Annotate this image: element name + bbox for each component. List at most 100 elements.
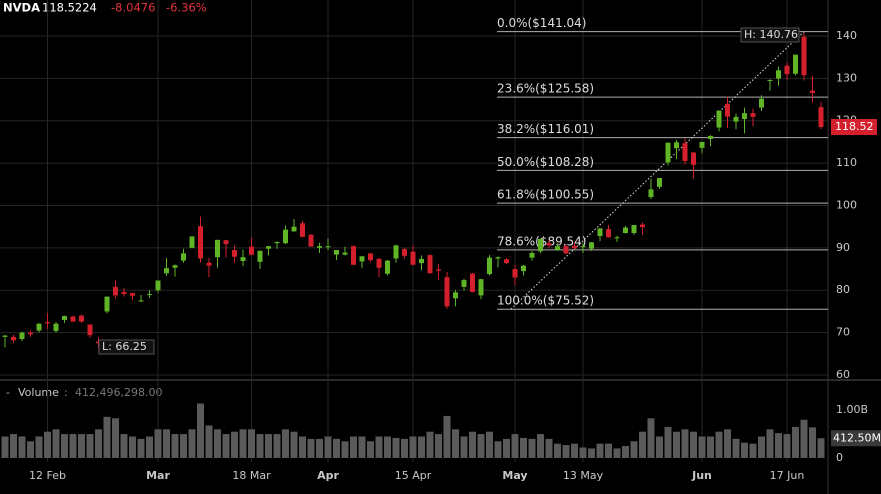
candle-body — [801, 36, 807, 76]
volume-bar — [129, 436, 136, 458]
volume-bar — [290, 431, 298, 458]
volume-bar — [163, 429, 170, 458]
candle-body — [87, 324, 93, 336]
candle-body — [2, 335, 8, 337]
volume-bar — [78, 434, 85, 458]
fib-label: 0.0%($141.04) — [497, 16, 586, 30]
low-label-group: L: 66.25 — [98, 339, 155, 355]
candle-body — [45, 322, 50, 324]
volume-bar — [741, 442, 748, 458]
candle-body — [410, 251, 416, 265]
y-tick-label: 130 — [836, 71, 857, 84]
volume-bar — [44, 431, 51, 458]
candle-body — [776, 70, 781, 79]
symbol: NVDA — [3, 1, 40, 15]
candle-body — [164, 268, 169, 274]
volume-bar — [154, 429, 162, 458]
volume-last-box — [831, 430, 881, 447]
candle-body — [631, 224, 637, 234]
volume-bar — [375, 436, 383, 458]
volume-bar — [715, 431, 723, 458]
volume-bar — [443, 415, 451, 458]
candle-body — [784, 65, 790, 75]
candle-body — [36, 323, 42, 331]
candle-body — [130, 293, 135, 296]
candle-body — [691, 152, 696, 165]
volume-bar — [596, 443, 604, 458]
candle-body — [325, 246, 331, 248]
candle-body — [742, 113, 747, 120]
candle-body — [393, 245, 399, 259]
volume-bar — [817, 438, 825, 458]
volume-bar — [401, 438, 408, 458]
candle-body — [291, 226, 297, 232]
volume-bar — [324, 436, 332, 458]
y-tick-label: 100 — [836, 198, 857, 211]
x-tick-label: 15 Apr — [395, 469, 432, 482]
volume-bar — [605, 443, 612, 458]
y-tick-label: 90 — [836, 241, 850, 254]
volume-bar — [554, 443, 561, 458]
volume-bar — [588, 448, 595, 458]
candle-body — [334, 249, 339, 255]
candle-body — [708, 135, 713, 139]
trend-line — [510, 31, 805, 310]
candle-body — [810, 90, 815, 93]
candle-body — [104, 296, 110, 312]
candle-body — [623, 227, 628, 234]
volume-bar — [579, 447, 587, 458]
candle-body — [11, 336, 16, 341]
y-tick-label: 70 — [836, 326, 850, 339]
volume-bar — [1, 436, 9, 458]
volume-bar — [681, 429, 689, 458]
candle-body — [402, 249, 407, 256]
candle-body — [640, 224, 645, 228]
fib-label: 38.2%($116.01) — [497, 122, 594, 136]
collapse-icon[interactable]: - — [6, 386, 10, 399]
volume-bar — [724, 429, 731, 458]
volume-bar — [732, 438, 740, 458]
candle-body — [419, 258, 424, 264]
volume-bar — [86, 434, 94, 458]
volume-bar — [766, 429, 774, 458]
volume-bar — [299, 436, 306, 458]
volume-bar — [239, 429, 247, 458]
candle-body — [674, 142, 679, 149]
candle-body — [351, 246, 356, 265]
candle-body — [725, 103, 730, 117]
volume-bar — [545, 438, 553, 458]
candle-body — [62, 316, 67, 320]
x-tick-label: 17 Jun — [770, 469, 805, 482]
volume-bar — [571, 443, 578, 458]
volume-bar — [18, 436, 26, 458]
volume-bar — [341, 441, 349, 458]
volume-bar — [639, 431, 646, 458]
fib-label: 50.0%($108.28) — [497, 155, 594, 169]
candle-body — [478, 279, 484, 296]
candle-body — [767, 80, 773, 82]
candle-body — [257, 250, 263, 262]
candle-body — [733, 116, 739, 122]
candle-body — [818, 107, 824, 128]
volume-bar — [664, 426, 672, 458]
candle-body — [427, 255, 433, 274]
candle-body — [215, 239, 220, 258]
candle-body — [189, 236, 195, 248]
volume-bar — [698, 436, 706, 458]
candle-body — [453, 292, 458, 299]
volume-bar — [333, 438, 340, 458]
candle-body — [359, 256, 365, 262]
fib-label: 61.8%($100.55) — [497, 188, 594, 202]
candle-body — [657, 177, 662, 187]
candle-body — [563, 246, 569, 254]
volume-bar — [137, 438, 145, 458]
candle-body — [198, 226, 203, 259]
candle-body — [266, 246, 271, 249]
volume-bar — [52, 429, 60, 458]
volume-bar — [350, 436, 357, 458]
volume-bar — [316, 438, 323, 458]
candle-body — [240, 257, 246, 262]
x-tick-label: 12 Feb — [29, 469, 66, 482]
candle-body — [495, 257, 501, 259]
